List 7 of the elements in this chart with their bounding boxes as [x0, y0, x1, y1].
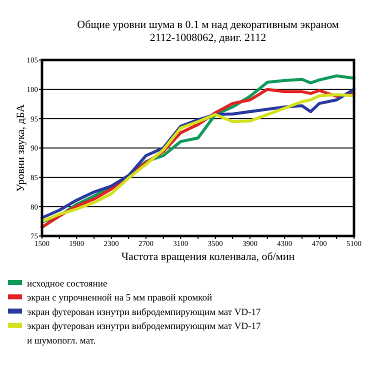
x-axis-title: Частота вращения коленвала, об/мин	[121, 251, 295, 263]
legend-label: экран с упрочненной на 5 мм правой кромкой	[27, 294, 212, 304]
y-axis-title: Уровни звука, дБА	[15, 104, 27, 192]
legend-label: исходное состояние	[27, 279, 108, 290]
legend-label: экран футерован изнутри вибродемпирующим мат VD-17 и шумопогл. мат.	[27, 322, 262, 347]
chart-title: Общие уровни шума в 0.1 м над декоративным экраном 2112-1008062, двиг. 2112	[77, 19, 339, 44]
legend-label: экран футерован изнутри вибродемпирующим мат VD-17	[27, 308, 262, 318]
